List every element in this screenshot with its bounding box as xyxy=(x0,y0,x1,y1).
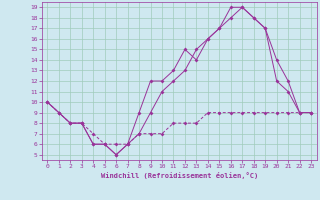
X-axis label: Windchill (Refroidissement éolien,°C): Windchill (Refroidissement éolien,°C) xyxy=(100,172,258,179)
